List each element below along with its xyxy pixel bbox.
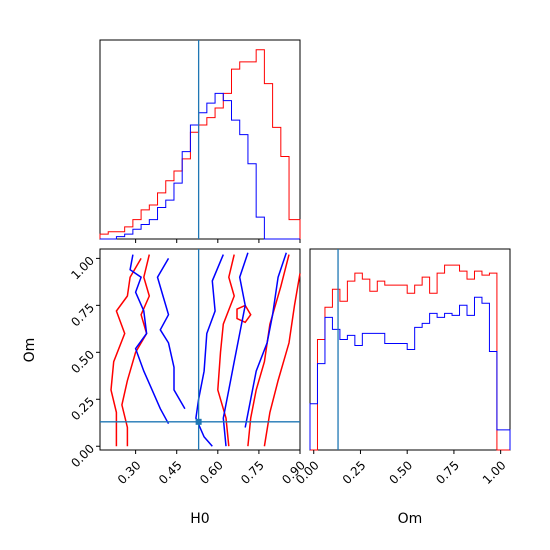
contour-ytick-label-3: 0.75 (68, 301, 97, 330)
om-xtick-label-4: 1.00 (480, 458, 509, 487)
om-hist-step-0 (310, 264, 510, 451)
om-hist-step-1 (309, 296, 511, 450)
contour-ytick-label-2: 0.50 (68, 348, 97, 377)
contour-line-10 (244, 252, 288, 428)
contour-xtick-label-3: 0.75 (238, 458, 267, 487)
contour-frame (99, 248, 301, 451)
contour-line-5 (236, 304, 252, 324)
contour-truth-marker (195, 418, 202, 425)
contour-ytick-label-0: 0.00 (68, 441, 97, 470)
h0-hist-step-1 (100, 92, 300, 240)
om-marginal-panel: 0.00 0.25 0.50 0.75 1.00 Om (293, 248, 511, 527)
om-xtick-label-3: 0.75 (433, 458, 462, 487)
om-xtick-label-1: 0.25 (340, 458, 369, 487)
x-axis-label-om: Om (398, 511, 423, 527)
h0-marginal-panel (99, 39, 301, 243)
contour-line-3 (247, 254, 290, 447)
contour-ytick-label-4: 1.00 (68, 254, 97, 283)
contour-line-7 (156, 258, 186, 410)
om-marginal-frame (309, 248, 511, 451)
contour-xtick-label-2: 0.60 (197, 458, 226, 487)
contour-line-6 (129, 254, 170, 425)
contour-line-9 (222, 252, 249, 447)
h0-marginal-frame (99, 39, 301, 240)
h0-om-contour-panel: 0.30 0.45 0.60 0.75 0.90 0.000.250.500.751.0… (22, 248, 308, 527)
contour-line-8 (195, 254, 224, 447)
contour-line-2 (217, 254, 235, 447)
om-xtick-label-2: 0.50 (386, 458, 415, 487)
contour-xtick-label-0: 0.30 (115, 458, 144, 487)
contour-line-1 (110, 258, 142, 447)
contour-line-0 (121, 254, 151, 447)
x-axis-label-h0: H0 (190, 511, 209, 527)
contour-ytick-label-1: 0.25 (68, 394, 97, 423)
h0-hist-step-0 (99, 49, 301, 239)
y-axis-label-om: Om (22, 338, 38, 363)
contour-line-4 (263, 273, 301, 447)
contour-xtick-label-1: 0.45 (156, 458, 185, 487)
